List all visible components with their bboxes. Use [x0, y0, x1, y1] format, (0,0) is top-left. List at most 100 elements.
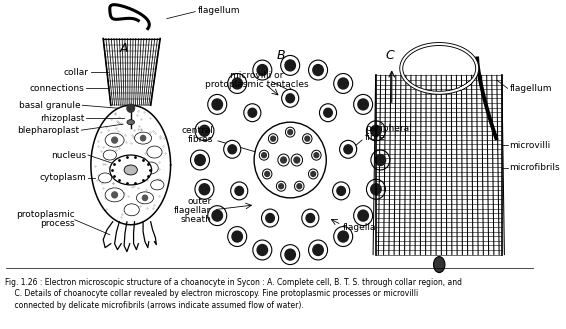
Circle shape [259, 150, 269, 160]
Circle shape [354, 94, 372, 114]
Ellipse shape [105, 133, 124, 147]
Ellipse shape [105, 188, 124, 202]
Text: cytoplasm: cytoplasm [40, 173, 86, 183]
Circle shape [291, 154, 303, 166]
Text: protoplasmic tentacles: protoplasmic tentacles [205, 80, 309, 89]
Circle shape [358, 210, 368, 221]
Circle shape [271, 136, 276, 141]
Text: protoplasmic: protoplasmic [16, 210, 75, 219]
Circle shape [278, 154, 289, 166]
Circle shape [140, 136, 145, 141]
Circle shape [305, 136, 310, 141]
Circle shape [257, 244, 268, 255]
Ellipse shape [143, 162, 158, 174]
Ellipse shape [151, 180, 164, 190]
Circle shape [371, 184, 381, 195]
Circle shape [314, 153, 319, 158]
Circle shape [276, 181, 286, 191]
Circle shape [308, 60, 328, 80]
Ellipse shape [136, 192, 153, 204]
Circle shape [266, 214, 275, 222]
Text: flagellum: flagellum [198, 6, 241, 15]
Circle shape [261, 209, 278, 227]
Circle shape [311, 171, 316, 176]
Text: process: process [40, 219, 75, 228]
Text: collar: collar [64, 68, 89, 77]
Circle shape [265, 171, 269, 176]
Circle shape [253, 60, 272, 80]
Text: flagella: flagella [342, 223, 376, 232]
Circle shape [312, 150, 321, 160]
Circle shape [285, 60, 295, 71]
Circle shape [338, 231, 349, 242]
Text: A: A [120, 42, 128, 55]
Circle shape [244, 104, 261, 122]
Text: blepharoplast: blepharoplast [18, 126, 79, 135]
Circle shape [263, 169, 272, 179]
Ellipse shape [124, 204, 139, 216]
Circle shape [195, 121, 214, 141]
Circle shape [261, 153, 267, 158]
Circle shape [338, 78, 349, 89]
Circle shape [112, 137, 117, 143]
Circle shape [281, 245, 299, 265]
Ellipse shape [110, 155, 152, 185]
Circle shape [337, 187, 345, 195]
Text: fibre: fibre [365, 133, 386, 141]
Circle shape [371, 125, 381, 136]
Circle shape [228, 227, 247, 246]
Circle shape [340, 140, 357, 158]
Circle shape [344, 145, 353, 154]
Circle shape [371, 150, 390, 170]
Ellipse shape [434, 257, 445, 272]
Circle shape [143, 195, 148, 201]
Circle shape [232, 231, 242, 242]
Circle shape [112, 192, 117, 198]
Text: Fig. 1.26 : Electron microscopic structure of a choanocyte in Sycon : A. Complet: Fig. 1.26 : Electron microscopic structu… [6, 278, 462, 310]
Circle shape [302, 209, 319, 227]
Circle shape [285, 127, 295, 137]
Circle shape [253, 240, 272, 260]
Circle shape [282, 89, 299, 107]
Ellipse shape [135, 132, 152, 144]
Ellipse shape [127, 120, 135, 125]
Circle shape [319, 104, 337, 122]
Circle shape [199, 184, 209, 195]
Circle shape [366, 179, 385, 199]
Circle shape [235, 187, 243, 195]
Text: microvilli: microvilli [509, 140, 551, 150]
Circle shape [333, 182, 350, 200]
Text: flagellum: flagellum [509, 84, 552, 93]
Ellipse shape [124, 165, 138, 175]
Circle shape [313, 244, 323, 255]
Polygon shape [91, 105, 170, 225]
Circle shape [212, 99, 222, 110]
Circle shape [199, 125, 209, 136]
Text: fibres: fibres [188, 135, 213, 143]
Text: C: C [385, 49, 395, 62]
Ellipse shape [103, 150, 117, 160]
Circle shape [285, 249, 295, 260]
Text: peripheral: peripheral [365, 124, 412, 133]
Text: connections: connections [29, 84, 84, 93]
Text: sheath: sheath [181, 215, 212, 224]
Text: microfibrils: microfibrils [509, 164, 560, 172]
Text: flagellar: flagellar [174, 206, 212, 215]
Ellipse shape [147, 146, 162, 158]
Circle shape [127, 104, 135, 112]
Circle shape [228, 145, 237, 154]
Circle shape [268, 134, 278, 144]
Circle shape [308, 240, 328, 260]
Circle shape [257, 64, 268, 76]
Circle shape [248, 108, 256, 117]
Circle shape [191, 150, 209, 170]
Circle shape [303, 134, 312, 144]
Text: central: central [182, 126, 213, 135]
Circle shape [232, 78, 242, 89]
Text: rhizoplast: rhizoplast [40, 114, 84, 123]
Circle shape [297, 184, 302, 189]
Text: B: B [276, 49, 285, 62]
Circle shape [288, 130, 293, 135]
Circle shape [294, 157, 299, 163]
Text: outer: outer [187, 197, 212, 206]
